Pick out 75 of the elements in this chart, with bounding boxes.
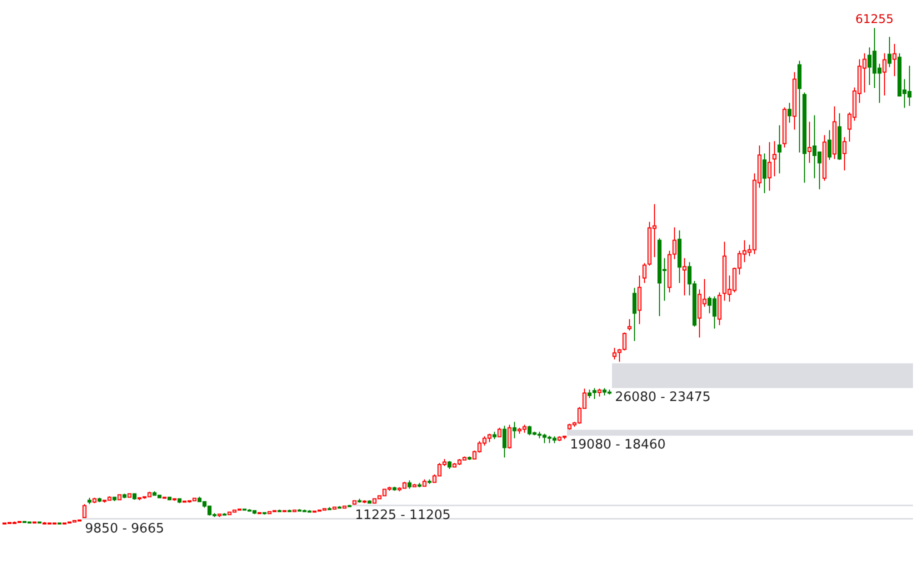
band-label: 9850 - 9665 (85, 522, 164, 537)
candlestick (328, 506, 332, 510)
candlestick (782, 106, 786, 148)
candlestick (92, 497, 96, 504)
candlestick (798, 60, 802, 153)
candlestick (58, 522, 62, 525)
candlestick (292, 509, 296, 513)
candlestick (362, 500, 366, 504)
candlestick (682, 258, 686, 296)
candlestick (892, 43, 896, 77)
candlestick (262, 512, 266, 516)
candlestick (678, 230, 682, 284)
candlestick (222, 512, 226, 516)
candlestick (128, 492, 132, 498)
candlestick (218, 513, 222, 518)
candlestick (368, 500, 372, 504)
candlestick (88, 497, 92, 505)
candlestick (418, 482, 422, 488)
candlestick (448, 460, 452, 470)
candlestick (412, 483, 416, 488)
candlestick (492, 431, 496, 440)
candlestick (838, 112, 842, 160)
candlestick (832, 106, 836, 160)
candlestick (408, 480, 412, 490)
candlestick (288, 509, 292, 513)
candlestick (348, 504, 352, 508)
candlestick (282, 510, 286, 513)
candlestick (162, 496, 166, 500)
candlestick (112, 496, 116, 502)
band-label: 19080 - 18460 (570, 438, 666, 453)
candlestick (428, 478, 432, 484)
candlestick (118, 494, 122, 501)
band-label: 26080 - 23475 (615, 390, 711, 406)
candlestick (632, 287, 636, 342)
candlestick (778, 124, 782, 174)
candlestick (628, 318, 632, 332)
candlestick (258, 512, 262, 514)
candlestick (792, 72, 796, 130)
candlestick (772, 140, 776, 177)
candlestick (358, 498, 362, 504)
candlestick (98, 497, 102, 503)
candlestick (392, 486, 396, 492)
candlestick (718, 292, 722, 326)
candlestick (132, 493, 136, 500)
candlestick (122, 493, 126, 499)
candlestick (502, 425, 506, 458)
candlestick (338, 506, 342, 510)
candlestick (332, 506, 336, 510)
candlestick (178, 498, 182, 504)
candlestick (598, 388, 602, 398)
candlestick (842, 136, 846, 171)
candlestick (498, 427, 502, 438)
text: 61255 (855, 12, 894, 26)
candlestick (172, 498, 176, 502)
candlestick (822, 134, 826, 182)
candlestick (422, 478, 426, 488)
candlestick (638, 275, 642, 325)
candlestick (642, 262, 646, 284)
candlestick (352, 500, 356, 506)
candlestick (512, 421, 516, 439)
band-label: 11225 - 11205 (355, 508, 451, 524)
candlestick (82, 504, 86, 519)
candlestick (508, 424, 512, 450)
candlestick (882, 52, 886, 96)
candlestick (828, 130, 832, 160)
candlestick (808, 121, 812, 164)
candlestick (788, 102, 792, 124)
candlestick (802, 92, 806, 184)
candlestick (762, 152, 766, 194)
candlestick (468, 456, 472, 461)
candlestick (168, 496, 172, 501)
candlestick (768, 142, 772, 192)
candlestick (278, 509, 282, 512)
candlestick (342, 505, 346, 510)
candlestick (888, 36, 892, 68)
